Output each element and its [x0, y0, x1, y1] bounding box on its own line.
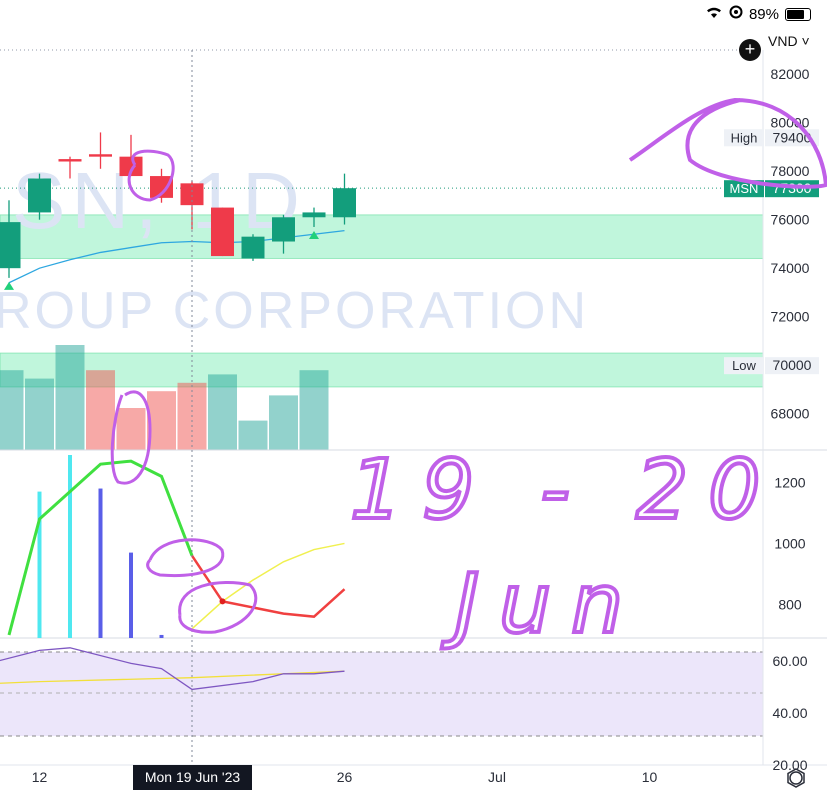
watermark-symbol: SN, 1D — [12, 156, 306, 245]
price-tick-label: 82000 — [771, 66, 810, 82]
high-label-bg — [724, 129, 764, 147]
crosshair-date-badge — [133, 765, 252, 790]
price-tick-label: 68000 — [771, 406, 810, 422]
handwritten-month: Jun — [441, 557, 643, 652]
candle — [58, 159, 82, 162]
volume-bar — [208, 374, 237, 450]
time-tick-label: 26 — [337, 769, 353, 785]
volume-bar — [147, 391, 176, 450]
last-price-label: MSN — [730, 181, 759, 196]
candle — [0, 222, 21, 269]
indicator-tick-label: 1200 — [774, 474, 805, 490]
indicator-line-falling — [190, 554, 346, 618]
candle — [241, 236, 265, 259]
circle-stroke — [127, 149, 175, 202]
price-panel: SN, 1D ROUP CORPORATION — [0, 49, 764, 450]
rsi-tick-label: 20.00 — [772, 757, 807, 773]
volume-bar — [86, 370, 115, 450]
candle — [89, 154, 112, 157]
status-bar: 89% — [705, 0, 827, 28]
oval-stroke — [146, 538, 225, 578]
high-value: 79400 — [773, 129, 812, 145]
price-tick-label: 72000 — [771, 309, 810, 325]
candle — [119, 156, 143, 177]
volume-bar — [116, 408, 146, 450]
price-tick-label: 78000 — [771, 163, 810, 179]
chevron-down-icon: ˅ — [801, 33, 810, 49]
buy-signal-marker — [4, 281, 14, 290]
rsi-ma-line — [0, 670, 345, 684]
indicator-tick-label: 1000 — [774, 535, 805, 551]
currency-selector[interactable]: VND ˅ — [768, 33, 810, 49]
volume-bar — [0, 370, 24, 450]
rsi-panel — [0, 647, 763, 737]
volume-bar — [55, 345, 85, 450]
oval-stroke — [110, 390, 152, 485]
histogram-bar — [159, 634, 164, 638]
crosshair-date-label: Mon 19 Jun '23 — [145, 769, 241, 785]
price-tick-label: 74000 — [771, 260, 810, 276]
histogram-bar — [68, 455, 72, 638]
time-tick-label: Jul — [488, 769, 506, 785]
candle — [333, 188, 356, 218]
low-value: 70000 — [773, 357, 812, 373]
rsi-band — [0, 652, 763, 736]
buy-signal-marker — [309, 230, 319, 239]
rsi-tick-label: 60.00 — [772, 653, 807, 669]
price-tick-label: 76000 — [771, 212, 810, 228]
oval-stroke — [178, 581, 258, 634]
candle — [211, 207, 234, 257]
support-zone — [0, 214, 764, 259]
battery-fill — [787, 9, 804, 19]
low-label-bg — [724, 357, 764, 375]
battery-icon — [785, 7, 811, 21]
time-tick-label: 10 — [642, 769, 658, 785]
zoom-in-button[interactable]: + — [739, 39, 761, 61]
rsi-tick-label: 40.00 — [772, 705, 807, 721]
settings-gear-icon[interactable] — [787, 768, 805, 788]
currency-label: VND — [768, 33, 798, 49]
low-label: Low — [732, 358, 756, 373]
volume-bar — [25, 378, 54, 450]
hotspot-icon — [729, 5, 743, 23]
handwritten-dates: 19 - 20 — [350, 443, 780, 538]
gear-ring — [789, 771, 803, 785]
candle — [28, 178, 51, 213]
time-tick-label: 12 — [32, 769, 48, 785]
gear-outline — [787, 768, 805, 788]
signal-line — [191, 542, 345, 630]
high-label: High — [731, 130, 758, 145]
indicator-panel — [0, 449, 827, 639]
swoosh-stroke — [628, 97, 827, 189]
indicator-tick-label: 800 — [778, 596, 802, 612]
histogram-bar — [98, 488, 103, 638]
candle — [302, 212, 326, 218]
histogram-bar — [129, 552, 133, 638]
candle — [150, 176, 173, 198]
watermark-name: ROUP CORPORATION — [0, 282, 589, 340]
low-value-bg — [765, 357, 819, 375]
rsi-line — [0, 647, 345, 691]
candle — [272, 217, 295, 242]
candle — [180, 183, 204, 206]
battery-percent: 89% — [748, 5, 779, 23]
volume-bar — [299, 370, 329, 450]
histogram-bar — [37, 491, 42, 638]
indicator-line-rising — [7, 459, 194, 636]
crossover-marker — [219, 598, 226, 605]
handwritten-annotations: 19 - 20 Jun — [110, 97, 827, 654]
wifi-icon — [705, 5, 723, 23]
support-zone — [0, 352, 764, 388]
volume-bar — [269, 395, 298, 450]
volume-bar — [238, 420, 268, 450]
